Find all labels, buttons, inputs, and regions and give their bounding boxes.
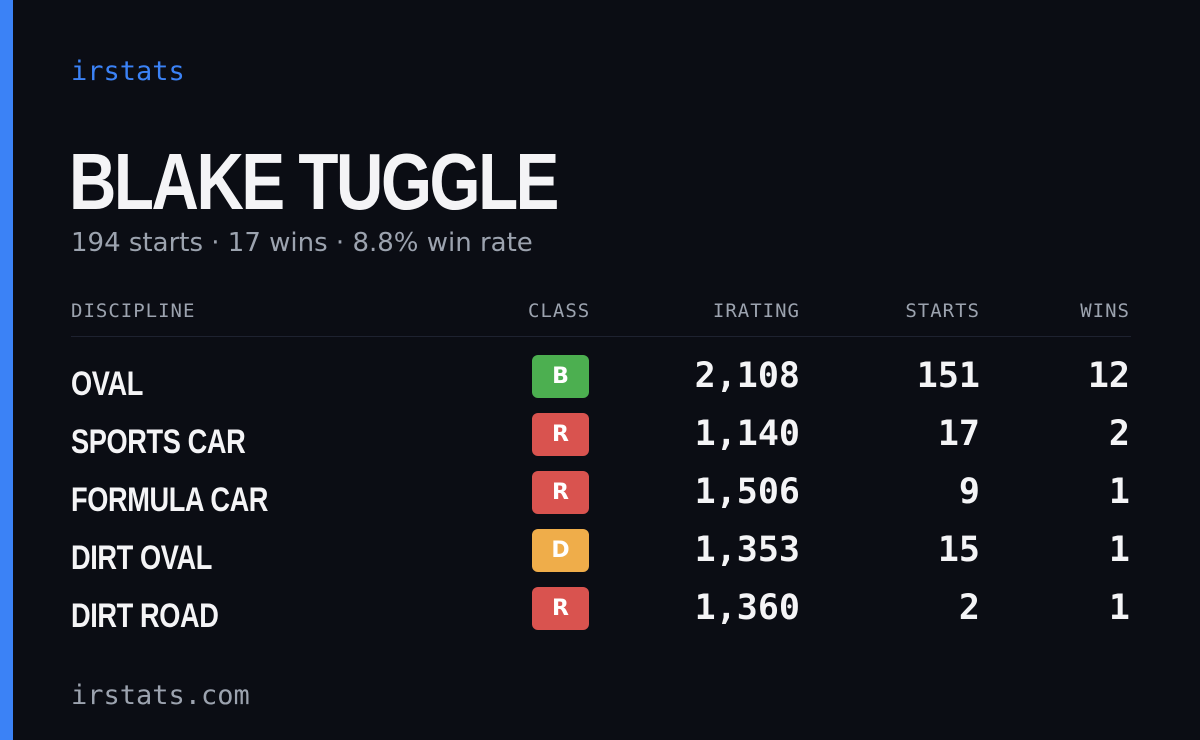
class-badge: R [532,587,589,630]
table-body: OVAL B 2,108 151 12 SPORTS CAR R 1,140 1… [71,337,1131,642]
table-row: DIRT OVAL D 1,353 15 1 [71,526,1131,584]
discipline-name: FORMULA CAR [71,481,269,519]
irating-value: 1,506 [694,472,800,512]
starts-value: 15 [937,530,980,570]
brand-logo-text: irstats [71,56,185,87]
table-header: DISCIPLINE CLASS IRATING STARTS WINS [71,296,1131,337]
driver-summary: 194 starts · 17 wins · 8.8% win rate [71,228,533,258]
class-badge: R [532,413,589,456]
driver-name: BLAKE TUGGLE [69,137,559,226]
header-class: CLASS [528,300,591,322]
class-badge: D [532,529,589,572]
header-discipline: DISCIPLINE [71,300,196,322]
irating-value: 1,140 [694,414,800,454]
wins-value: 2 [1108,414,1130,454]
wins-value: 12 [1087,356,1130,396]
irating-value: 1,353 [694,530,800,570]
class-badge: R [532,471,589,514]
class-badge: B [532,355,589,398]
table-row: DIRT ROAD R 1,360 2 1 [71,584,1131,642]
discipline-name: DIRT ROAD [71,597,219,635]
header-starts: STARTS [905,300,980,322]
irating-value: 2,108 [694,356,800,396]
discipline-name: OVAL [71,365,143,403]
starts-value: 9 [958,472,980,512]
irating-value: 1,360 [694,588,800,628]
discipline-name: DIRT OVAL [71,539,212,577]
table-row: SPORTS CAR R 1,140 17 2 [71,410,1131,468]
header-wins: WINS [1080,300,1130,322]
starts-value: 151 [916,356,980,396]
discipline-table: DISCIPLINE CLASS IRATING STARTS WINS OVA… [71,296,1131,642]
table-row: OVAL B 2,108 151 12 [71,352,1131,410]
table-row: FORMULA CAR R 1,506 9 1 [71,468,1131,526]
starts-value: 17 [937,414,980,454]
wins-value: 1 [1108,588,1130,628]
wins-value: 1 [1108,472,1130,512]
starts-value: 2 [958,588,980,628]
wins-value: 1 [1108,530,1130,570]
header-irating: IRATING [712,300,800,322]
footer-url: irstats.com [71,680,250,711]
accent-bar [0,0,13,740]
discipline-name: SPORTS CAR [71,423,246,461]
